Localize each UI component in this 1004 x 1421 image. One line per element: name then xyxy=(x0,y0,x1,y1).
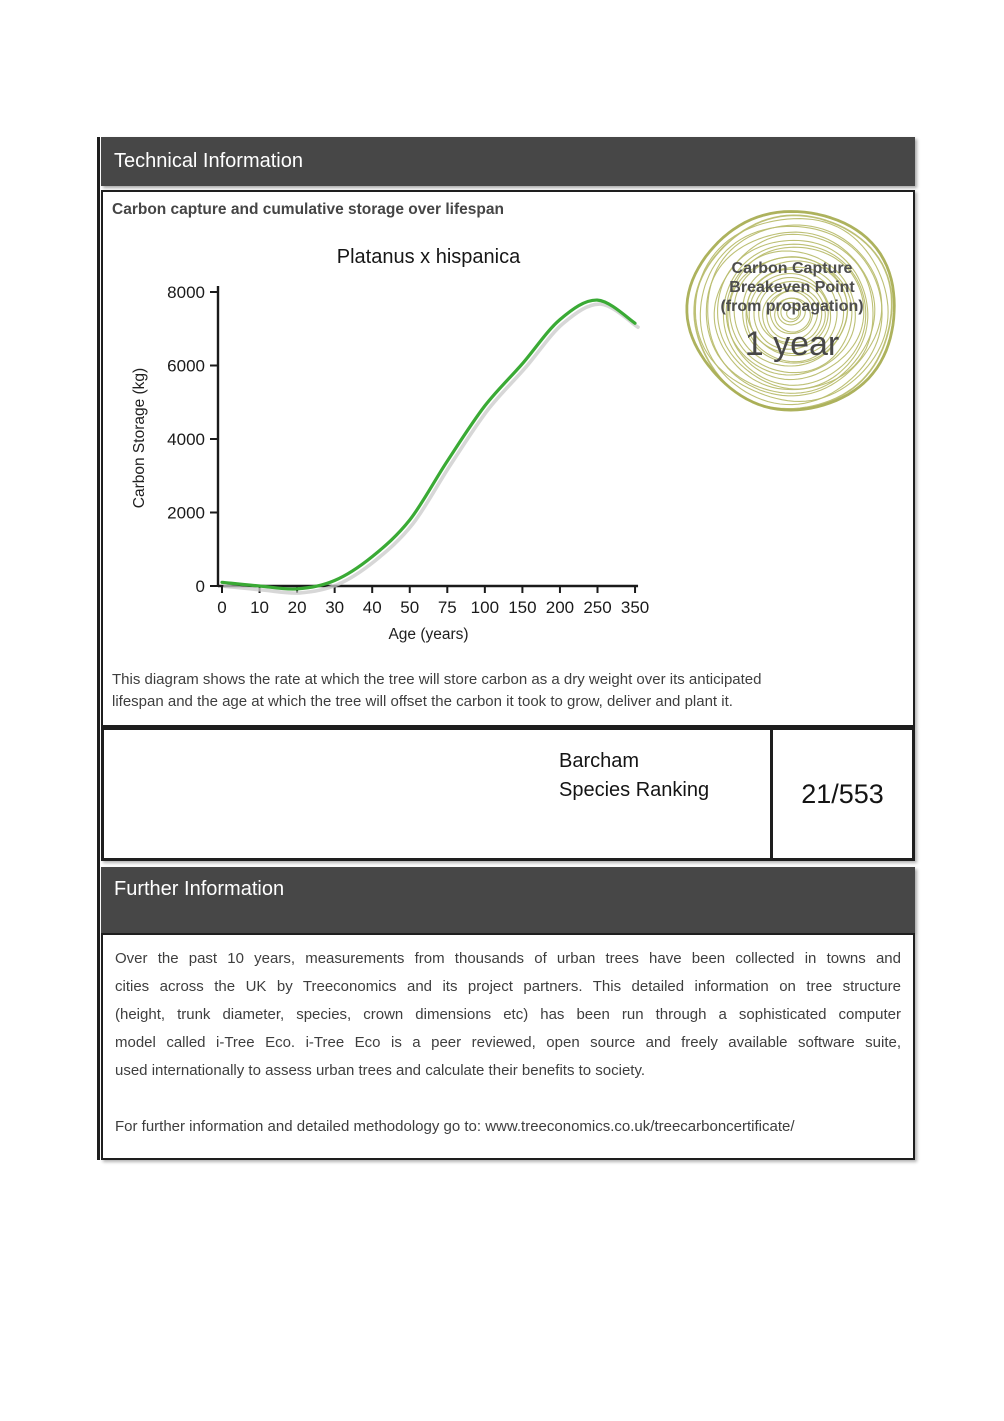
breakeven-badge-text: Carbon Capture Breakeven Point (from pro… xyxy=(676,197,908,429)
further-information-panel: Over the past 10 years, measurements fro… xyxy=(101,933,915,1160)
x-axis-label: Age (years) xyxy=(388,626,469,643)
paragraph-line: used internationally to assess urban tre… xyxy=(115,1062,646,1079)
y-axis-label: Carbon Storage (kg) xyxy=(131,367,148,509)
badge-line-1: Carbon Capture xyxy=(731,260,853,277)
tree-rings-icon xyxy=(685,210,896,412)
svg-text:8000: 8000 xyxy=(167,283,205,302)
ranking-value: 21/553 xyxy=(801,778,884,809)
methodology-link-text: For further information and detailed met… xyxy=(115,1118,795,1135)
svg-text:0: 0 xyxy=(217,598,226,617)
badge-line-2: Breakeven Point xyxy=(729,279,855,296)
further-information-title: Further Information xyxy=(114,878,285,900)
svg-text:0: 0 xyxy=(196,577,205,596)
technical-information-header: Technical Information xyxy=(101,137,915,186)
technical-information-panel: Carbon capture and cumulative storage ov… xyxy=(101,190,915,727)
svg-text:150: 150 xyxy=(508,598,536,617)
svg-text:6000: 6000 xyxy=(167,357,205,376)
technical-information-title: Technical Information xyxy=(114,150,303,172)
paragraph-line: This diagram shows the rate at which the… xyxy=(112,671,762,688)
paragraph-line: (height, trunk diameter, species, crown … xyxy=(115,1006,901,1023)
ranking-value-cell: 21/553 xyxy=(770,730,912,858)
ranking-label: Barcham Species Ranking xyxy=(559,747,709,805)
ranking-label-line1: Barcham xyxy=(559,750,640,772)
svg-text:350: 350 xyxy=(621,598,649,617)
svg-text:50: 50 xyxy=(400,598,419,617)
svg-text:100: 100 xyxy=(471,598,499,617)
svg-text:10: 10 xyxy=(250,598,269,617)
svg-text:2000: 2000 xyxy=(167,504,205,523)
paragraph-line: model called i-Tree Eco. i-Tree Eco is a… xyxy=(115,1034,901,1051)
further-information-paragraph: Over the past 10 years, measurements fro… xyxy=(115,945,901,1085)
left-border-rule xyxy=(97,137,100,1160)
chart-description: This diagram shows the rate at which the… xyxy=(112,669,906,713)
further-information-header: Further Information xyxy=(101,867,915,933)
paragraph-line: cities across the UK by Treeconomics and… xyxy=(115,978,901,995)
chart-section-subtitle: Carbon capture and cumulative storage ov… xyxy=(112,201,504,218)
paragraph-line: lifespan and the age at which the tree w… xyxy=(112,693,733,710)
chart-title: Platanus x hispanica xyxy=(336,246,521,268)
svg-text:20: 20 xyxy=(288,598,307,617)
ranking-label-line2: Species Ranking xyxy=(559,779,710,801)
svg-text:30: 30 xyxy=(325,598,344,617)
svg-text:40: 40 xyxy=(363,598,382,617)
species-ranking-panel: Barcham Species Ranking 21/553 xyxy=(101,727,915,861)
breakeven-badge: Carbon Capture Breakeven Point (from pro… xyxy=(676,197,908,429)
carbon-storage-chart: 0 2000 4000 6000 8000 0 10 20 30 40 50 75 100 150 200 2… xyxy=(167,283,649,617)
svg-text:250: 250 xyxy=(583,598,611,617)
paragraph-line: Over the past 10 years, measurements fro… xyxy=(115,950,901,967)
breakeven-value: 1 year xyxy=(744,325,840,363)
svg-text:75: 75 xyxy=(438,598,457,617)
svg-text:200: 200 xyxy=(546,598,574,617)
badge-line-3: (from propagation) xyxy=(720,298,864,315)
svg-text:4000: 4000 xyxy=(167,430,205,449)
